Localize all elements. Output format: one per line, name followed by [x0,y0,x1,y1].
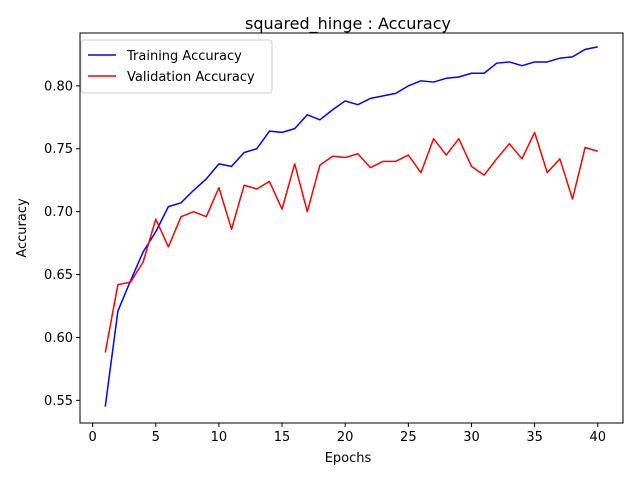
x-tick-label: 40 [589,430,606,445]
x-tick-label: 5 [152,430,160,445]
x-tick-label: 0 [88,430,96,445]
x-tick-label: 20 [337,430,354,445]
y-tick-label: 0.65 [44,268,73,283]
x-tick-label: 10 [211,430,228,445]
legend-label-training: Training Accuracy [126,49,242,64]
y-tick-label: 0.80 [44,79,73,94]
legend-label-validation: Validation Accuracy [127,70,255,85]
x-tick-label: 15 [274,430,291,445]
x-axis-title: Epochs [325,451,372,466]
legend-box [80,39,273,94]
legend: Training Accuracy Validation Accuracy [80,39,273,94]
y-axis-title: Accuracy [15,198,30,258]
y-tick-label: 0.70 [44,205,73,220]
x-axis: 0 5 10 15 20 25 30 35 40 [88,423,606,445]
series-line-validation [104,131,598,353]
x-tick-label: 25 [400,430,417,445]
chart-title: squared_hinge : Accuracy [245,14,451,34]
y-axis: 0.55 0.60 0.65 0.70 0.75 0.80 [44,79,80,409]
y-tick-label: 0.55 [44,394,73,409]
plot-area [104,46,598,407]
plot-frame [79,32,624,424]
series-line-training [104,46,598,407]
x-tick-label: 35 [526,430,543,445]
y-tick-label: 0.75 [44,142,73,157]
x-tick-label: 30 [463,430,480,445]
y-tick-label: 0.60 [44,331,73,346]
